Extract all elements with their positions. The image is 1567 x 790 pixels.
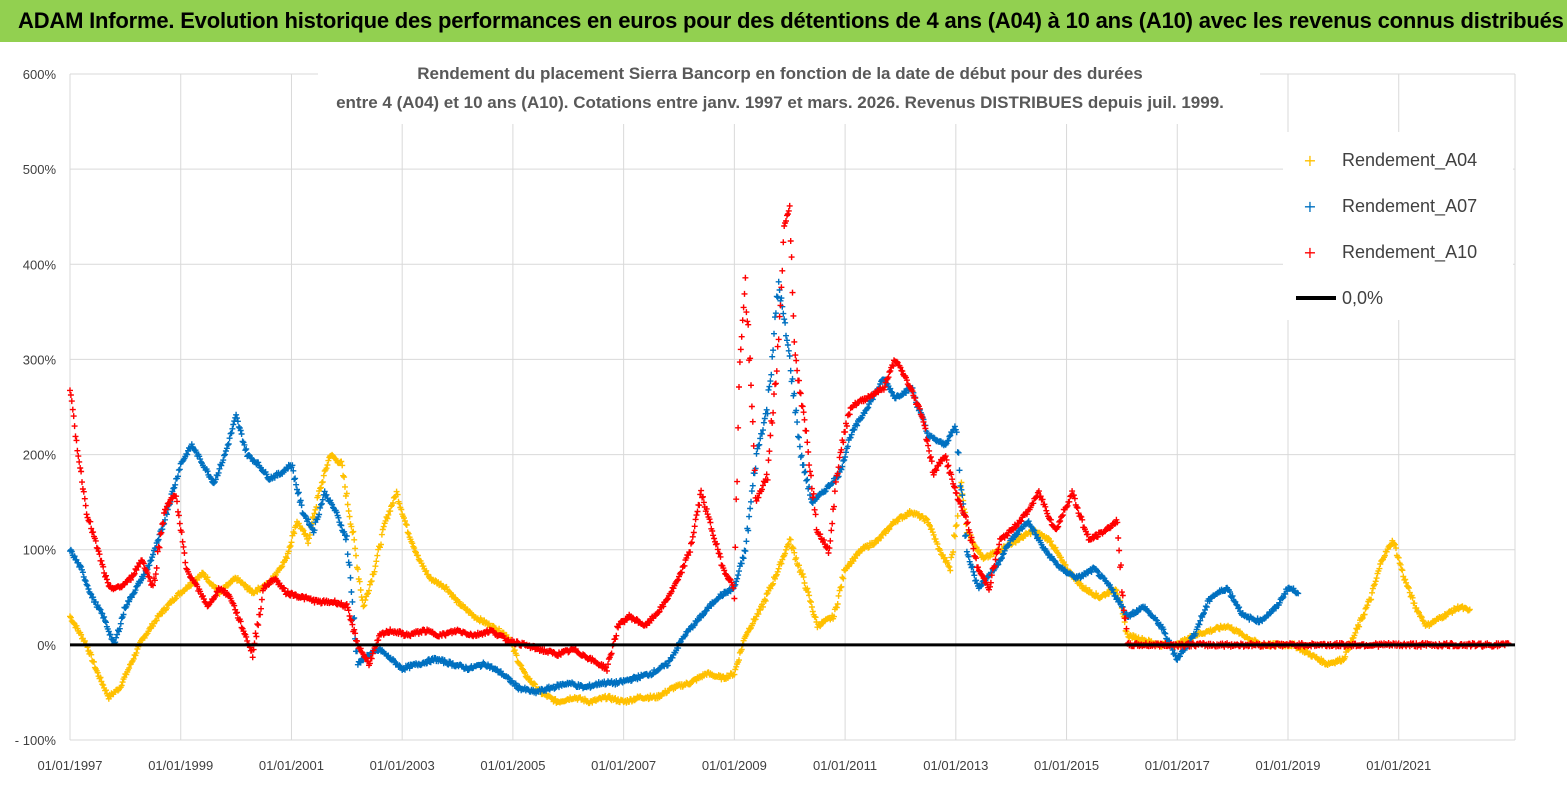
chart-title-line1: Rendement du placement Sierra Bancorp en… xyxy=(417,64,1142,83)
legend-marker-a04: + xyxy=(1303,151,1316,170)
y-tick-label: 500% xyxy=(23,162,57,177)
chart: 600% 500% 400% 300% 200% 100% 0% - 100% 01/01/1… xyxy=(0,42,1567,790)
x-tick-label: 01/01/2021 xyxy=(1366,758,1431,773)
legend: + Rendement_A04 + Rendement_A07 + Rendem… xyxy=(1283,132,1513,320)
chart-title-line2: entre 4 (A04) et 10 ans (A10). Cotations… xyxy=(336,93,1224,112)
x-tick-label: 01/01/2005 xyxy=(480,758,545,773)
x-tick-label: 01/01/2019 xyxy=(1255,758,1320,773)
x-tick-label: 01/01/2009 xyxy=(702,758,767,773)
x-tick-label: 01/01/2007 xyxy=(591,758,656,773)
legend-background xyxy=(1283,132,1513,320)
title-background xyxy=(318,56,1260,124)
data-series xyxy=(67,202,1512,707)
x-tick-label: 01/01/2001 xyxy=(259,758,324,773)
x-tick-label: 01/01/1999 xyxy=(148,758,213,773)
x-axis-ticks: 01/01/1997 01/01/1999 01/01/2001 01/01/2003… xyxy=(37,758,1431,773)
legend-label-a07: Rendement_A07 xyxy=(1342,196,1477,217)
legend-label-zero: 0,0% xyxy=(1342,288,1383,308)
y-tick-label: 400% xyxy=(23,257,57,272)
legend-marker-a07: + xyxy=(1303,197,1316,216)
y-tick-label: - 100% xyxy=(15,733,57,748)
series-rendement-a07 xyxy=(67,278,1302,697)
legend-label-a04: Rendement_A04 xyxy=(1342,150,1477,171)
page-title: ADAM Informe. Evolution historique des p… xyxy=(0,0,1567,42)
y-tick-label: 200% xyxy=(23,448,57,463)
x-tick-label: 01/01/2011 xyxy=(813,758,877,773)
y-tick-label: 300% xyxy=(23,352,57,367)
y-tick-label: 0% xyxy=(37,638,56,653)
legend-label-a10: Rendement_A10 xyxy=(1342,242,1477,263)
gridlines xyxy=(69,73,1516,741)
x-tick-label: 01/01/2017 xyxy=(1145,758,1210,773)
y-axis-ticks: 600% 500% 400% 300% 200% 100% 0% - 100% xyxy=(15,67,57,748)
x-tick-label: 01/01/2015 xyxy=(1034,758,1099,773)
x-tick-label: 01/01/2013 xyxy=(923,758,988,773)
x-tick-label: 01/01/1997 xyxy=(37,758,102,773)
legend-marker-a10: + xyxy=(1303,243,1316,262)
scatter-markers xyxy=(67,278,1302,697)
y-tick-label: 100% xyxy=(23,543,57,558)
y-tick-label: 600% xyxy=(23,67,57,82)
x-tick-label: 01/01/2003 xyxy=(370,758,435,773)
